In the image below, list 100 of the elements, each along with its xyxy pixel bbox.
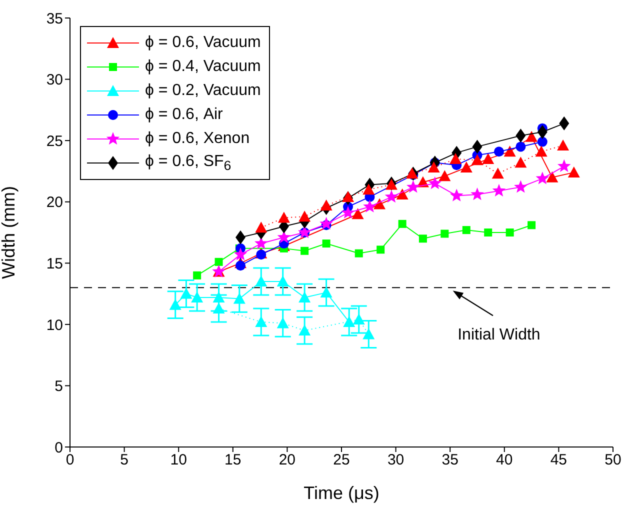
point (255, 222, 268, 233)
x-tick-label: 45 (550, 452, 568, 469)
point (255, 276, 268, 287)
point (276, 317, 289, 328)
point (514, 156, 527, 168)
y-tick-label: 10 (46, 316, 63, 334)
point (484, 228, 492, 236)
point (535, 146, 548, 157)
point (528, 221, 536, 230)
legend-label: ϕ = 0.6, Xenon (145, 130, 250, 148)
point (537, 136, 548, 147)
point (516, 128, 526, 143)
point (298, 291, 311, 302)
point (298, 210, 311, 222)
point (504, 146, 516, 157)
point (568, 166, 580, 178)
point (385, 178, 398, 190)
point (343, 316, 356, 327)
point (516, 142, 526, 152)
point (234, 248, 248, 260)
point (557, 139, 570, 150)
point (193, 271, 202, 280)
legend-label: ϕ = 0.2, Vacuum (145, 82, 261, 100)
point (255, 316, 268, 327)
legend-label: ϕ = 0.6, Air (145, 106, 223, 124)
point (471, 154, 484, 166)
point (396, 188, 408, 200)
point (214, 258, 223, 266)
point (169, 298, 182, 310)
point (557, 159, 571, 172)
x-axis-title: Time (μs) (304, 483, 380, 503)
point (362, 328, 375, 340)
point (278, 212, 290, 223)
point (470, 188, 484, 200)
point (254, 236, 268, 250)
x-tick-label: 10 (170, 452, 187, 469)
point (506, 228, 514, 236)
point (320, 200, 332, 211)
point (298, 324, 311, 336)
point (398, 220, 406, 228)
point (492, 184, 506, 196)
y-tick-label: 30 (46, 72, 63, 89)
point (440, 230, 449, 238)
x-tick-label: 0 (66, 452, 74, 469)
point (494, 146, 504, 157)
legend-label: ϕ = 0.4, Vacuum (145, 58, 261, 76)
point (212, 291, 225, 302)
point (354, 249, 363, 258)
point (460, 162, 472, 173)
ref-line-label: Initial Width (458, 326, 540, 344)
point (450, 152, 462, 164)
point (526, 130, 538, 142)
point (212, 302, 225, 314)
point (362, 184, 375, 195)
point (276, 276, 289, 287)
point (376, 246, 385, 254)
point (536, 172, 550, 184)
point (342, 190, 354, 202)
point (438, 170, 451, 182)
point (546, 171, 558, 182)
point (191, 291, 204, 302)
x-tick-label: 15 (224, 452, 242, 469)
point (341, 206, 355, 219)
point (514, 180, 528, 193)
point (277, 230, 291, 244)
point (236, 260, 246, 271)
point (320, 286, 332, 298)
point (256, 250, 266, 260)
point (428, 162, 440, 173)
x-tick-label: 30 (387, 452, 404, 469)
point (559, 116, 570, 130)
point (472, 140, 482, 154)
x-tick-label: 5 (120, 452, 128, 469)
point (233, 292, 246, 304)
point (450, 188, 464, 202)
point (418, 234, 427, 243)
x-tick-label: 50 (604, 452, 622, 469)
point (406, 180, 420, 193)
legend-label: ϕ = 0.6, SF$_{6}$ (145, 152, 232, 174)
point (374, 198, 386, 210)
legend-label: ϕ = 0.6, Vacuum (145, 34, 261, 52)
y-tick-label: 25 (46, 132, 63, 150)
point (180, 288, 192, 299)
x-tick-label: 35 (442, 452, 458, 469)
x-tick-label: 25 (333, 452, 350, 469)
y-tick-label: 0 (54, 439, 63, 456)
point (352, 208, 364, 220)
point (320, 216, 333, 230)
point (462, 226, 470, 234)
y-axis-title: Width (mm) (0, 186, 18, 279)
point (384, 190, 398, 203)
point (482, 152, 494, 164)
point (363, 200, 376, 212)
point (322, 240, 330, 248)
point (300, 246, 309, 255)
point (492, 168, 504, 179)
y-tick-label: 15 (46, 255, 63, 272)
x-tick-label: 40 (496, 452, 513, 469)
point (537, 124, 548, 139)
x-tick-label: 20 (278, 452, 296, 469)
